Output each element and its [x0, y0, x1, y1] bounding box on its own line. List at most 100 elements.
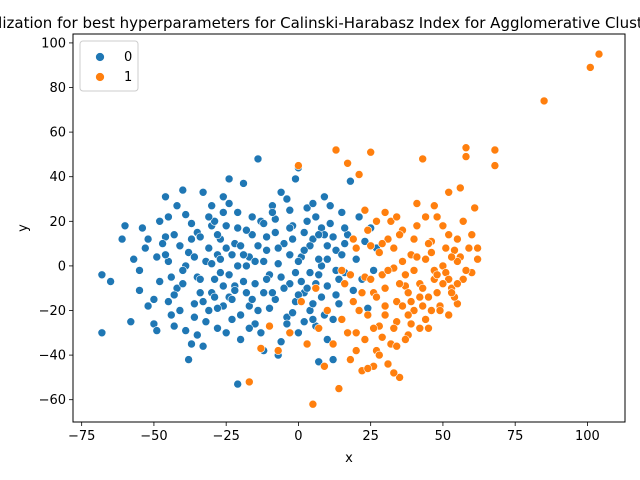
data-point-series-0-13: [152, 252, 162, 262]
data-point-series-0-47: [236, 335, 245, 344]
data-point-series-0-45: [233, 379, 242, 389]
legend-marker-0: [95, 52, 105, 62]
data-point-series-1-58: [458, 217, 468, 226]
data-point-series-0-119: [184, 248, 193, 257]
y-axis-label: y: [16, 224, 31, 232]
data-point-series-1-143: [392, 212, 402, 222]
data-point-series-1-94: [377, 239, 387, 248]
data-point-series-0-143: [337, 250, 347, 260]
data-point-series-0-124: [216, 268, 225, 277]
data-point-series-1-45: [421, 254, 430, 264]
y-tick-label-80: 80: [49, 81, 66, 96]
data-point-series-0-112: [311, 212, 321, 222]
data-point-series-0-110: [299, 228, 309, 237]
data-point-series-1-109: [348, 234, 358, 244]
data-point-series-0-146: [175, 306, 185, 315]
data-point-series-1-71: [351, 243, 361, 253]
data-point-series-0-174: [187, 234, 196, 244]
data-point-series-0-155: [242, 288, 251, 298]
data-point-series-0-108: [285, 250, 295, 260]
data-point-series-0-111: [305, 268, 315, 277]
data-point-series-0-184: [259, 219, 269, 228]
data-point-series-1-134: [401, 335, 410, 344]
data-point-series-1-26: [366, 147, 376, 157]
data-point-series-0-216: [308, 315, 318, 324]
data-point-series-1-135: [415, 323, 425, 333]
data-point-series-0-188: [288, 308, 297, 318]
data-point-series-1-106: [447, 288, 456, 298]
data-point-series-1-21: [351, 328, 361, 338]
x-axis-label: x: [345, 451, 353, 466]
data-point-series-0-168: [328, 232, 338, 242]
data-point-series-1-66: [490, 145, 500, 155]
data-point-series-0-185: [265, 303, 274, 313]
data-point-series-0-203: [213, 230, 222, 239]
data-point-series-0-170: [158, 239, 167, 248]
data-point-series-0-23: [178, 185, 188, 195]
y-tick-label-60: 60: [49, 126, 66, 141]
data-point-series-0-209: [253, 241, 263, 251]
data-point-series-0-133: [273, 243, 283, 253]
data-point-series-0-75: [314, 357, 324, 367]
data-point-series-0-116: [334, 274, 344, 284]
data-point-series-1-133: [392, 341, 402, 351]
data-point-series-1-139: [398, 301, 407, 311]
data-point-series-0-151: [213, 303, 222, 313]
data-point-series-1-147: [429, 201, 439, 210]
data-point-series-0-176: [204, 212, 214, 222]
data-point-series-0-89: [354, 212, 364, 222]
data-point-series-0-207: [239, 250, 248, 260]
data-point-series-1-91: [360, 205, 370, 215]
data-point-series-0-64: [285, 279, 295, 289]
data-point-series-0-29: [195, 288, 205, 298]
data-point-series-0-49: [242, 261, 251, 271]
data-point-series-0-123: [210, 217, 219, 226]
data-point-series-0-80: [328, 355, 338, 364]
data-point-series-0-121: [195, 232, 205, 242]
data-point-series-0-154: [233, 261, 242, 271]
data-point-series-1-12: [322, 306, 332, 315]
data-point-series-1-3: [273, 346, 283, 355]
data-point-series-0-199: [181, 210, 190, 219]
data-point-series-0-187: [282, 194, 292, 204]
x-tick-label--25: −25: [212, 429, 239, 444]
data-point-series-0-118: [178, 279, 188, 289]
data-point-series-1-10: [314, 323, 324, 333]
data-point-series-1-123: [432, 270, 442, 280]
data-point-series-1-100: [412, 252, 422, 262]
data-point-series-1-98: [401, 270, 410, 280]
data-point-series-0-208: [247, 295, 257, 304]
legend-marker-1: [95, 72, 105, 82]
data-point-series-0-88: [351, 254, 361, 264]
data-point-series-1-117: [467, 230, 477, 239]
data-point-series-1-102: [424, 239, 433, 248]
data-point-series-0-81: [331, 246, 341, 255]
data-point-series-0-20: [169, 321, 179, 331]
x-tick-label-75: 75: [507, 429, 524, 444]
data-point-series-0-113: [317, 292, 326, 302]
data-point-series-1-60: [461, 143, 471, 152]
data-point-series-0-156: [247, 212, 257, 222]
x-tick-label-100: 100: [575, 429, 600, 444]
data-point-series-0-36: [210, 274, 219, 284]
data-point-series-0-39: [219, 192, 228, 202]
data-point-series-1-116: [453, 234, 462, 244]
data-point-series-0-33: [204, 306, 214, 315]
data-point-series-1-68: [585, 63, 595, 72]
data-point-series-1-32: [383, 234, 393, 244]
data-point-series-0-167: [322, 335, 332, 344]
data-point-series-0-179: [221, 221, 231, 231]
data-point-series-1-59: [461, 152, 471, 161]
data-point-series-1-44: [418, 154, 428, 164]
data-point-series-0-202: [207, 259, 216, 269]
data-point-series-0-83: [337, 208, 347, 217]
data-point-series-0-101: [236, 310, 245, 320]
data-point-series-0-189: [294, 257, 303, 266]
data-point-series-0-114: [322, 241, 332, 251]
y-tick-label-20: 20: [49, 215, 66, 230]
data-point-series-0-37: [213, 323, 222, 333]
data-point-series-1-36: [395, 373, 404, 382]
data-point-series-1-87: [444, 274, 454, 284]
data-point-series-1-148: [444, 188, 454, 197]
